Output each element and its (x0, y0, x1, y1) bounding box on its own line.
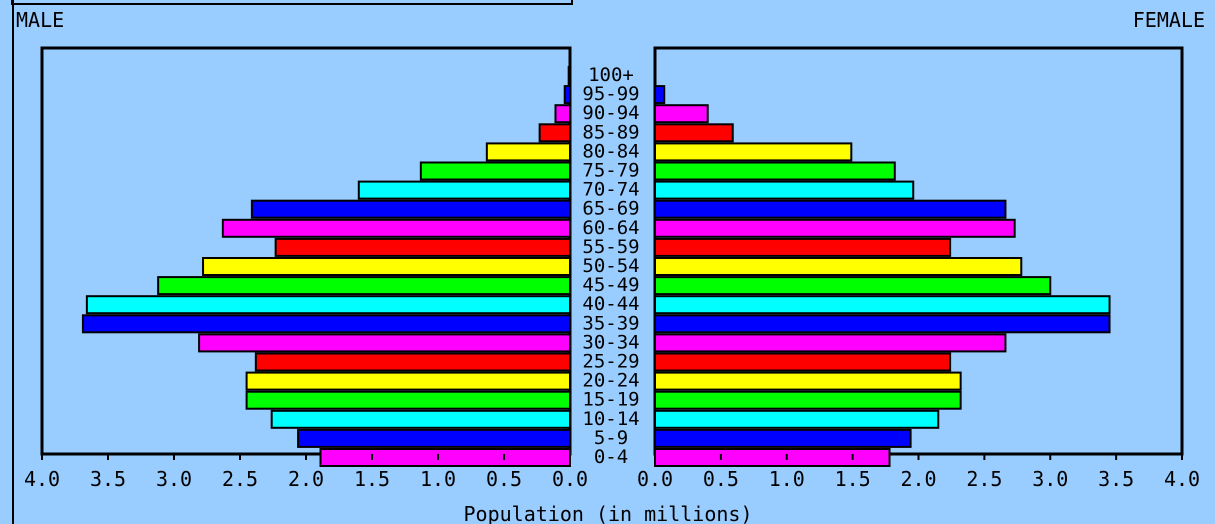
male-tick-label: 3.5 (90, 467, 126, 491)
male-bar (85, 295, 571, 315)
female-tick-label: 2.5 (966, 467, 1002, 491)
male-bar (254, 352, 571, 372)
female-bar (654, 218, 1016, 238)
age-group-label: 100+ (588, 64, 634, 86)
female-label: FEMALE (1133, 8, 1205, 32)
female-bar (654, 85, 666, 105)
age-group-label: 35-39 (582, 312, 639, 334)
male-bar (221, 218, 571, 238)
age-group-label: 85-89 (582, 121, 639, 143)
female-bar (654, 295, 1111, 315)
female-bar (654, 161, 896, 181)
male-bar (245, 371, 571, 391)
female-bar (654, 314, 1111, 334)
female-tick-label: 0.0 (637, 467, 673, 491)
male-tick-label: 1.0 (420, 467, 456, 491)
male-tick-label: 0.5 (486, 467, 522, 491)
female-bar (654, 409, 940, 429)
age-group-label: 60-64 (582, 217, 639, 239)
male-bar (274, 237, 571, 257)
female-bar (654, 257, 1023, 276)
age-group-label: 70-74 (582, 179, 639, 201)
male-bar (245, 390, 571, 410)
male-bar (567, 66, 571, 85)
age-group-label: 5-9 (594, 427, 628, 449)
male-bar (250, 199, 571, 219)
age-group-label: 95-99 (582, 83, 639, 105)
female-bar (654, 180, 915, 200)
female-tick-label: 4.0 (1164, 467, 1200, 491)
male-bar (270, 409, 571, 429)
age-group-label: 15-19 (582, 389, 639, 411)
female-tick-label: 0.5 (703, 467, 739, 491)
male-tick-label: 2.0 (288, 467, 324, 491)
age-group-label: 45-49 (582, 274, 639, 296)
age-group-label: 50-54 (582, 255, 639, 277)
male-tick-label: 2.5 (222, 467, 258, 491)
female-tick-label: 1.5 (835, 467, 871, 491)
female-bar (654, 142, 853, 162)
female-bar (654, 352, 952, 372)
male-bar (538, 123, 572, 143)
male-bar (157, 276, 571, 296)
female-bar (654, 428, 912, 448)
age-group-label: 40-44 (582, 293, 639, 315)
age-group-label: 80-84 (582, 140, 639, 162)
age-group-label: 55-59 (582, 236, 639, 258)
female-tick-label: 1.0 (769, 467, 805, 491)
age-group-label: 75-79 (582, 160, 639, 182)
female-bar (654, 199, 1007, 219)
male-bar (319, 448, 571, 467)
female-bar (654, 448, 891, 467)
age-group-label: 90-94 (582, 102, 639, 124)
male-label: MALE (16, 8, 64, 32)
female-tick-label: 2.0 (900, 467, 936, 491)
female-bar (654, 390, 962, 410)
male-bar (563, 85, 571, 105)
age-group-label: 10-14 (582, 408, 639, 430)
age-group-label: 65-69 (582, 198, 639, 220)
male-tick-label: 1.5 (354, 467, 390, 491)
male-bar (202, 257, 571, 276)
age-group-label: 0-4 (594, 446, 628, 468)
male-bar (357, 180, 571, 200)
male-tick-label: 0.0 (552, 467, 588, 491)
male-bar (419, 161, 571, 181)
female-bar (654, 123, 734, 143)
male-bar (297, 428, 571, 448)
female-bar (654, 333, 1007, 353)
male-bar (485, 142, 571, 162)
male-bar (554, 104, 571, 124)
male-bar (198, 333, 572, 353)
female-bar (654, 104, 709, 124)
female-bar (654, 371, 962, 391)
female-bar (654, 276, 1052, 296)
top-left-frame (11, 0, 573, 5)
female-tick-label: 3.5 (1098, 467, 1134, 491)
male-bar (81, 314, 571, 334)
age-group-label: 20-24 (582, 370, 639, 392)
x-axis-title: Population (in millions) (464, 502, 753, 524)
female-tick-label: 3.0 (1032, 467, 1068, 491)
female-bar (654, 237, 952, 257)
age-group-label: 25-29 (582, 351, 639, 373)
male-tick-label: 4.0 (24, 467, 60, 491)
age-group-label: 30-34 (582, 331, 639, 353)
male-tick-label: 3.0 (156, 467, 192, 491)
